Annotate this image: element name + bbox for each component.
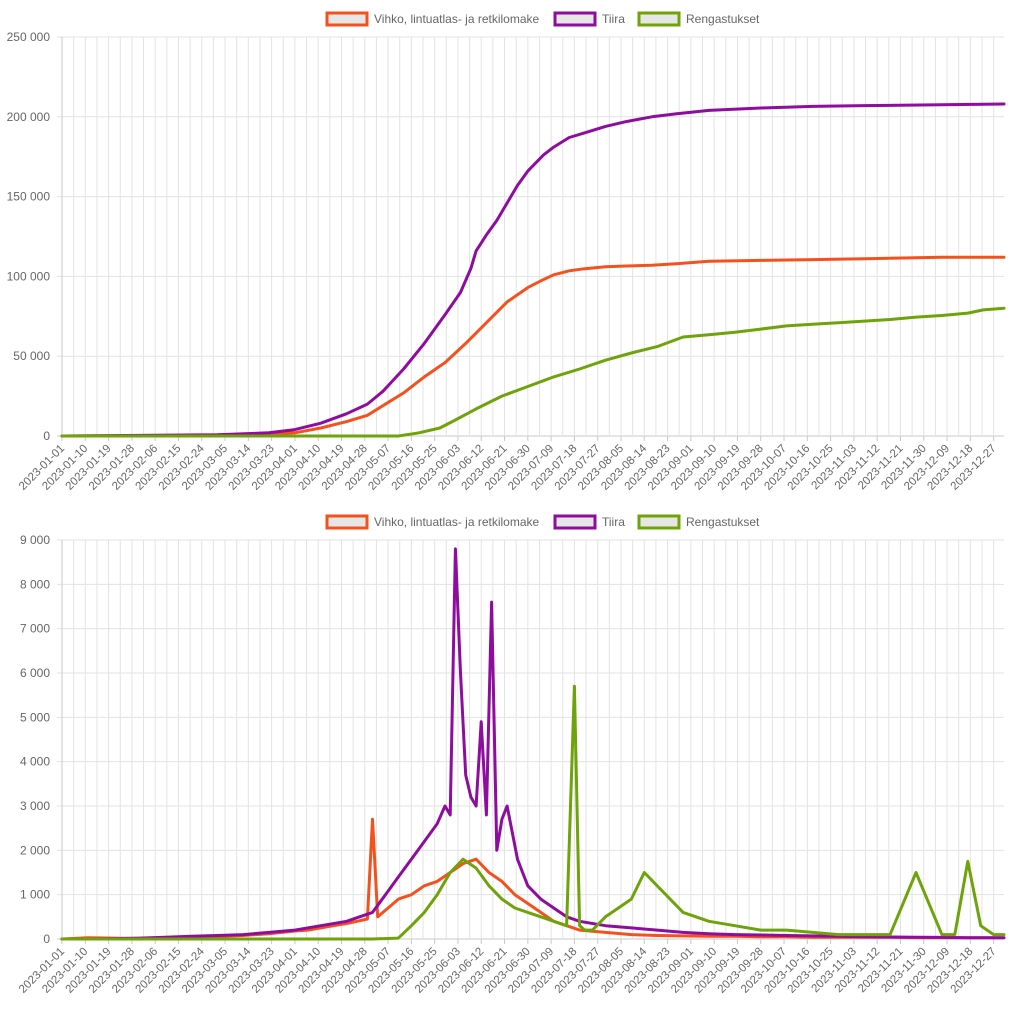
legend-label: Tiira [602, 12, 625, 26]
cumulative-observations-chart: Vihko, lintuatlas- ja retkilomake Tiira Re… [7, 11, 1006, 493]
legend-swatch [637, 11, 681, 27]
y-tick-label: 3 000 [20, 799, 50, 813]
daily-observations-chart: Vihko, lintuatlas- ja retkilomake Tiira Re… [17, 514, 1006, 996]
legend-swatch [637, 514, 681, 530]
legend-swatch [553, 11, 597, 27]
legend-item[interactable]: Tiira [553, 11, 625, 27]
legend: Vihko, lintuatlas- ja retkilomake Tiira Re… [325, 11, 760, 27]
legend-label: Vihko, lintuatlas- ja retkilomake [374, 12, 540, 26]
legend-item[interactable]: Rengastukset [637, 514, 760, 530]
y-tick-label: 7 000 [20, 622, 50, 636]
series-line [60, 306, 1006, 438]
y-tick-label: 50 000 [13, 349, 50, 363]
legend-item[interactable]: Vihko, lintuatlas- ja retkilomake [325, 514, 540, 530]
legend-label: Rengastukset [686, 12, 760, 26]
series-line [60, 547, 1006, 941]
series-line [60, 255, 1006, 438]
legend-item[interactable]: Vihko, lintuatlas- ja retkilomake [325, 11, 540, 27]
y-tick-label: 100 000 [7, 269, 51, 283]
y-tick-label: 0 [43, 932, 50, 946]
legend-item[interactable]: Tiira [553, 514, 625, 530]
legend-label: Vihko, lintuatlas- ja retkilomake [374, 515, 540, 529]
legend-swatch [553, 514, 597, 530]
y-tick-label: 250 000 [7, 30, 51, 44]
series-line [60, 684, 1006, 941]
y-tick-label: 9 000 [20, 533, 50, 547]
legend-swatch [325, 11, 369, 27]
series-line [60, 817, 1006, 941]
y-tick-label: 4 000 [20, 755, 50, 769]
y-tick-label: 0 [43, 429, 50, 443]
legend: Vihko, lintuatlas- ja retkilomake Tiira Re… [325, 514, 760, 530]
y-tick-label: 6 000 [20, 666, 50, 680]
legend-swatch [325, 514, 369, 530]
legend-item[interactable]: Rengastukset [637, 11, 760, 27]
series-line [60, 102, 1006, 438]
y-tick-label: 5 000 [20, 710, 50, 724]
legend-label: Tiira [602, 515, 625, 529]
y-tick-label: 2 000 [20, 843, 50, 857]
y-tick-label: 8 000 [20, 577, 50, 591]
y-tick-label: 1 000 [20, 888, 50, 902]
y-tick-label: 150 000 [7, 190, 51, 204]
legend-label: Rengastukset [686, 515, 760, 529]
y-tick-label: 200 000 [7, 110, 51, 124]
